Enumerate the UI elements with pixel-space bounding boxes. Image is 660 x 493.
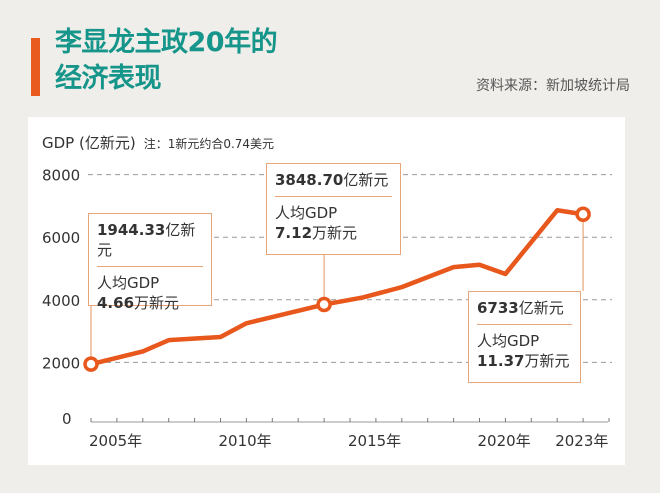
callout-per-capita-unit: 万新元: [312, 224, 358, 242]
callout-2023: 6733亿新元 人均GDP 11.37万新元: [468, 291, 581, 383]
y-tick-label: 2000: [42, 354, 80, 372]
x-tick-label: 2023年: [555, 432, 608, 450]
highlight-point-marker: [575, 206, 591, 223]
source-note: 资料来源：新加坡统计局: [476, 78, 630, 94]
callout-per-capita-value: 11.37: [477, 352, 525, 370]
title-line-2: 经济表现: [55, 63, 162, 94]
page-title: 李显龙主政20年的 经济表现: [55, 25, 278, 97]
x-tick-label: 2010年: [219, 432, 272, 450]
callout-per-capita-label: 人均GDP: [477, 332, 540, 350]
x-tick-label: 2020年: [478, 432, 531, 450]
x-tick-label: 2015年: [348, 432, 401, 450]
y-axis-title: GDP (亿新元): [42, 134, 136, 152]
callout-gdp-unit: 亿新元: [343, 171, 389, 189]
accent-bar: [31, 38, 40, 96]
callout-gdp-unit: 亿新元: [518, 299, 564, 317]
callout-2005: 1944.33亿新元 人均GDP 4.66万新元: [88, 213, 212, 312]
callout-per-capita-value: 7.12: [275, 224, 313, 242]
y-tick-label: 6000: [42, 229, 80, 247]
y-tick-label: 4000: [42, 292, 80, 310]
y-axis-label: GDP (亿新元) 注：1新元约合0.74美元: [42, 132, 274, 153]
callout-gdp-value: 6733: [477, 299, 519, 317]
callout-per-capita-label: 人均GDP: [97, 274, 160, 292]
callout-gdp-value: 3848.70: [275, 171, 344, 189]
highlight-point-marker: [316, 296, 332, 313]
x-tick-label: 2005年: [89, 432, 142, 450]
title-line-1: 李显龙主政20年的: [55, 27, 278, 58]
callout-per-capita-unit: 万新元: [524, 352, 570, 370]
y-tick-label: 0: [62, 410, 72, 428]
callout-per-capita-label: 人均GDP: [275, 204, 338, 222]
callout-per-capita-value: 4.66: [97, 294, 135, 312]
callout-per-capita-unit: 万新元: [134, 294, 180, 312]
highlight-point-marker: [83, 356, 99, 372]
y-tick-label: 8000: [42, 167, 80, 185]
callout-mid: 3848.70亿新元 人均GDP 7.12万新元: [266, 163, 401, 255]
callout-gdp-unit: 亿新元: [97, 221, 196, 259]
callout-gdp-value: 1944.33: [97, 221, 166, 239]
currency-note: 注：1新元约合0.74美元: [143, 137, 275, 151]
